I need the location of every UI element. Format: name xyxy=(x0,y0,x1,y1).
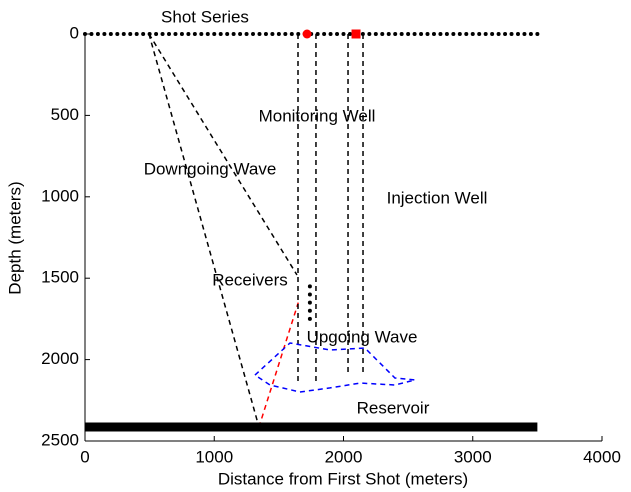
marker xyxy=(192,32,197,36)
marker xyxy=(307,292,312,297)
y-tick-label: 2000 xyxy=(41,349,79,368)
marker xyxy=(328,32,333,36)
marker xyxy=(470,32,475,36)
marker xyxy=(83,32,87,36)
marker xyxy=(199,32,204,36)
marker xyxy=(102,32,107,36)
marker xyxy=(307,300,312,305)
marker xyxy=(431,32,436,36)
y-tick-label: 2500 xyxy=(41,430,79,449)
marker xyxy=(141,32,146,36)
annotation: Shot Series xyxy=(161,7,249,26)
marker xyxy=(167,32,172,36)
marker xyxy=(347,32,352,36)
marker xyxy=(477,32,482,36)
marker xyxy=(212,32,217,36)
marker xyxy=(341,32,346,36)
marker xyxy=(257,32,262,36)
marker xyxy=(283,32,288,36)
marker xyxy=(399,32,404,36)
marker xyxy=(289,32,294,36)
marker xyxy=(457,32,462,36)
marker xyxy=(89,32,94,36)
marker xyxy=(128,32,133,36)
marker xyxy=(496,32,501,36)
annotation: Upgoing Wave xyxy=(307,327,418,346)
dashed-line xyxy=(148,33,298,276)
marker xyxy=(393,32,398,36)
marker xyxy=(95,32,100,36)
dashed-line xyxy=(148,33,260,428)
marker xyxy=(302,29,312,39)
marker xyxy=(380,32,385,36)
marker xyxy=(218,32,223,36)
marker xyxy=(186,32,191,36)
marker xyxy=(307,308,312,313)
marker xyxy=(160,32,165,36)
marker xyxy=(425,32,430,36)
marker xyxy=(270,32,275,36)
marker xyxy=(231,32,236,36)
marker xyxy=(179,32,184,36)
marker xyxy=(522,32,527,36)
marker xyxy=(115,32,120,36)
marker xyxy=(307,284,312,289)
marker xyxy=(509,32,514,36)
x-tick-label: 1000 xyxy=(195,447,233,466)
marker xyxy=(154,32,159,36)
marker xyxy=(244,32,249,36)
marker xyxy=(444,32,449,36)
x-tick-label: 2000 xyxy=(325,447,363,466)
marker xyxy=(351,29,361,39)
marker xyxy=(490,32,495,36)
marker xyxy=(367,32,372,36)
marker xyxy=(322,32,327,36)
annotation: Injection Well xyxy=(387,188,488,207)
marker xyxy=(121,32,126,36)
annotation: Receivers xyxy=(212,270,288,289)
marker xyxy=(419,32,424,36)
marker xyxy=(438,32,443,36)
annotation: Downgoing Wave xyxy=(144,159,277,178)
marker xyxy=(412,32,417,36)
marker xyxy=(503,32,508,36)
y-tick-label: 1000 xyxy=(41,186,79,205)
x-tick-label: 3000 xyxy=(454,447,492,466)
x-tick-label: 0 xyxy=(80,447,89,466)
marker xyxy=(528,32,533,36)
marker xyxy=(225,32,230,36)
marker xyxy=(173,32,178,36)
marker xyxy=(373,32,378,36)
marker xyxy=(238,32,243,36)
dashed-line xyxy=(258,302,299,428)
marker xyxy=(276,32,281,36)
marker xyxy=(464,32,469,36)
marker xyxy=(515,32,520,36)
y-tick-label: 0 xyxy=(70,23,79,42)
y-tick-label: 1500 xyxy=(41,268,79,287)
x-tick-label: 4000 xyxy=(583,447,621,466)
marker xyxy=(307,316,312,321)
marker xyxy=(406,32,411,36)
marker xyxy=(134,32,139,36)
marker xyxy=(535,32,540,36)
marker xyxy=(251,32,256,36)
marker xyxy=(335,32,340,36)
x-axis-label: Distance from First Shot (meters) xyxy=(218,469,468,488)
y-axis-label: Depth (meters) xyxy=(5,181,24,294)
marker xyxy=(451,32,456,36)
annotation: Monitoring Well xyxy=(259,106,376,125)
marker xyxy=(263,32,268,36)
marker xyxy=(108,32,113,36)
marker xyxy=(205,32,210,36)
marker xyxy=(483,32,488,36)
dashed-line xyxy=(254,342,416,393)
marker xyxy=(386,32,391,36)
annotation: Reservoir xyxy=(357,398,430,417)
y-tick-label: 500 xyxy=(51,105,79,124)
